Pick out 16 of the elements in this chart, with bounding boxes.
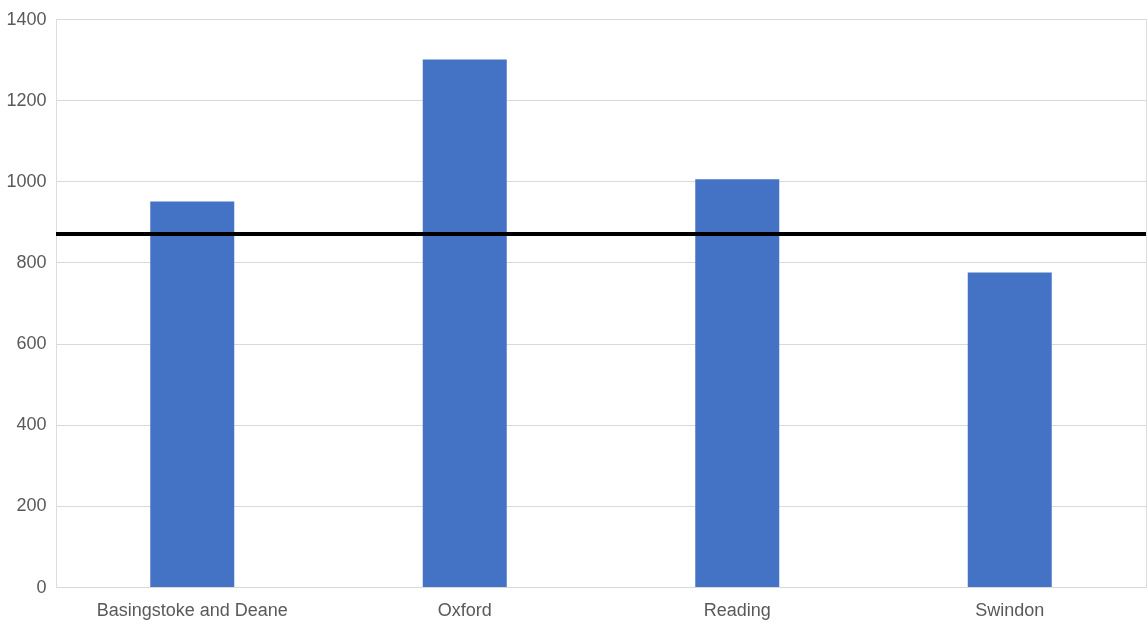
y-tick-label: 200: [16, 495, 47, 516]
y-tick-label: 1200: [6, 89, 47, 110]
y-tick-label: 400: [16, 414, 47, 435]
y-tick-label: 1000: [6, 170, 47, 191]
bar: [967, 272, 1052, 587]
y-tick-label: 0: [36, 576, 47, 597]
y-tick-label: 800: [16, 251, 47, 272]
bar: [695, 179, 780, 587]
x-tick-label: Basingstoke and Deane: [96, 599, 288, 620]
bar: [150, 201, 235, 587]
x-tick-label: Oxford: [437, 599, 492, 620]
bar: [422, 59, 507, 587]
x-tick-label: Swindon: [975, 599, 1045, 620]
y-tick-label: 1400: [6, 8, 47, 29]
x-tick-label: Reading: [703, 599, 771, 620]
y-tick-label: 600: [16, 333, 47, 354]
